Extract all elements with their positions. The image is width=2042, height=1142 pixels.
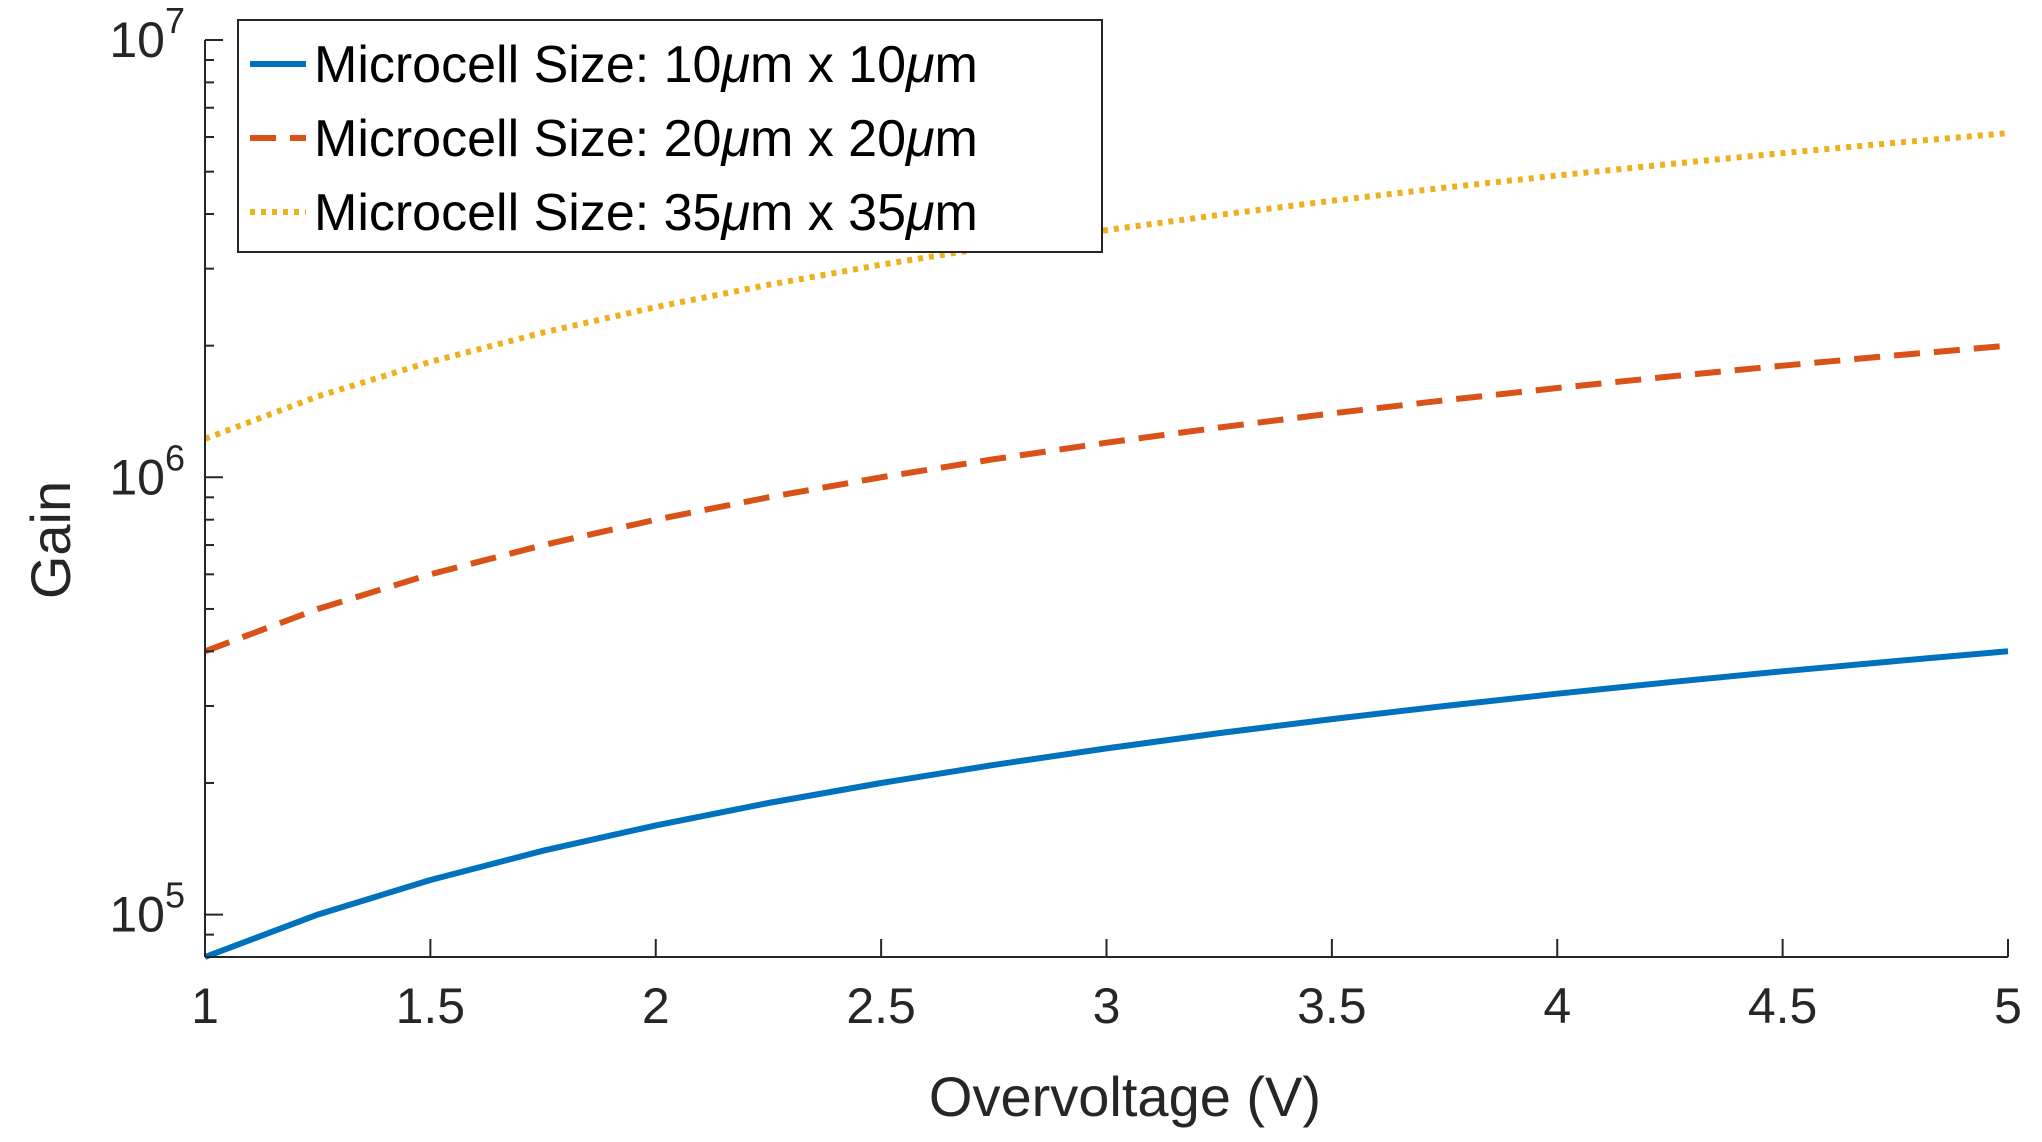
x-tick-label: 4	[1543, 978, 1571, 1034]
series-line-1	[203, 648, 2009, 960]
y-tick-label: 106	[109, 437, 185, 505]
x-axis-label: Overvoltage (V)	[929, 1065, 1321, 1128]
x-tick-label: 4.5	[1748, 978, 1818, 1034]
x-tick-label: 3	[1093, 978, 1121, 1034]
x-tick-label: 3.5	[1297, 978, 1367, 1034]
legend: Microcell Size: 10μm x 10μm Microcell Siz…	[237, 19, 1103, 253]
y-tick-label: 107	[109, 0, 185, 68]
x-tick-label: 2.5	[846, 978, 916, 1034]
axes: 1 1.5 2 2.5 3 3.5 4 4.5 5 105 106 107	[109, 0, 2022, 1034]
plot-area	[203, 130, 2009, 960]
x-tick-label: 5	[1994, 978, 2022, 1034]
x-tick-label: 1	[191, 978, 219, 1034]
y-axis-label: Gain	[19, 481, 82, 599]
y-tick-label: 105	[109, 875, 185, 943]
series-line-3	[203, 130, 2009, 442]
x-tick-label: 2	[642, 978, 670, 1034]
x-tick-label: 1.5	[396, 978, 466, 1034]
legend-label-2: Microcell Size: 20μm x 20μm	[314, 110, 978, 168]
legend-box	[237, 19, 1103, 253]
series-line-2	[203, 342, 2009, 655]
legend-label-1: Microcell Size: 10μm x 10μm	[314, 36, 978, 94]
legend-label-3: Microcell Size: 35μm x 35μm	[314, 184, 978, 242]
